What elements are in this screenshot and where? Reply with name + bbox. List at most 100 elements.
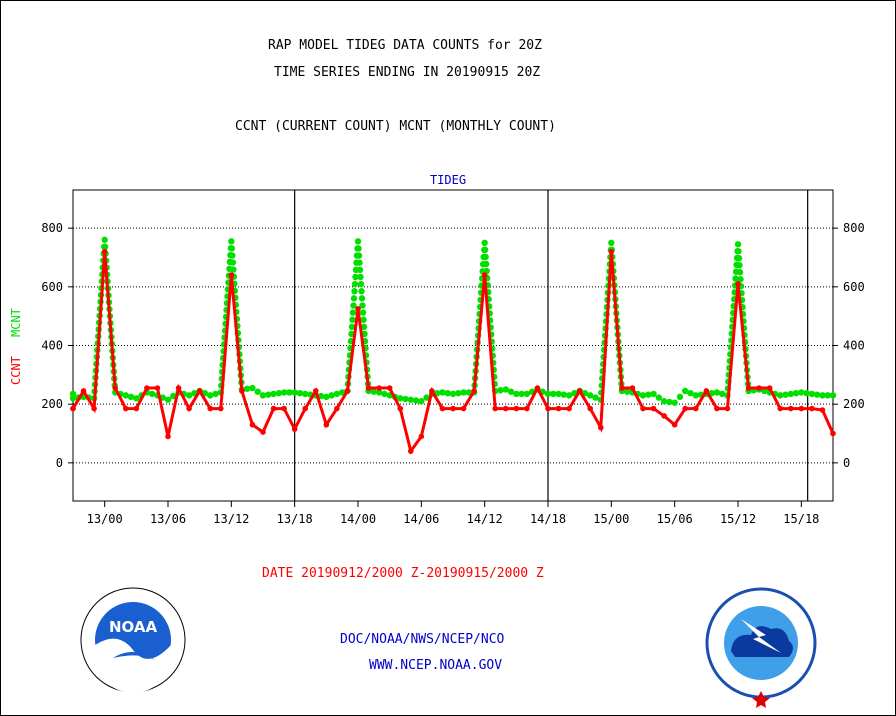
mcnt-dot-18-1 bbox=[254, 388, 261, 395]
x-tick-label-14/00: 14/00 bbox=[340, 512, 376, 526]
x-tick-label-15/12: 15/12 bbox=[720, 512, 756, 526]
mcnt-dot-4-0 bbox=[101, 236, 108, 244]
mcnt-dot-52-0 bbox=[608, 239, 615, 247]
chart-title-line1: RAP MODEL TIDEG DATA COUNTS for 20Z bbox=[268, 38, 542, 53]
ccnt-point-19 bbox=[260, 429, 266, 435]
series-ccnt bbox=[70, 248, 836, 455]
ccnt-point-44 bbox=[524, 405, 530, 412]
ccnt-point-39 bbox=[471, 388, 477, 394]
mcnt-dot-27-16 bbox=[352, 273, 359, 281]
ccnt-point-30 bbox=[376, 385, 382, 391]
ccnt-point-65 bbox=[745, 385, 752, 391]
mcnt-dot-28-2 bbox=[355, 252, 363, 259]
y-tick-label-left-0: 0 bbox=[56, 456, 63, 470]
ccnt-point-9 bbox=[154, 385, 161, 391]
mcnt-dot-40-3 bbox=[482, 260, 490, 268]
mcnt-dot-37-0 bbox=[449, 390, 457, 398]
mcnt-dot-42-1 bbox=[507, 388, 515, 395]
ccnt-point-33 bbox=[407, 448, 414, 454]
ccnt-point-46 bbox=[545, 405, 551, 412]
ccnt-point-64 bbox=[735, 281, 741, 287]
ccnt-point-23 bbox=[302, 405, 309, 412]
y-axis-left: 0 200 400 600 800 bbox=[41, 221, 73, 470]
mcnt-dot-72-0 bbox=[819, 392, 826, 399]
mcnt-dot-62-0 bbox=[713, 389, 721, 396]
mcnt-dot-4-1 bbox=[101, 243, 109, 251]
ccnt-point-54 bbox=[629, 385, 636, 391]
ccnt-point-59 bbox=[682, 405, 689, 412]
ccnt-point-56 bbox=[650, 405, 657, 412]
ccnt-point-27 bbox=[344, 388, 351, 394]
mcnt-dot-64-0 bbox=[734, 241, 742, 248]
mcnt-dot-14-0 bbox=[207, 392, 214, 399]
mcnt-dot-50-1 bbox=[592, 394, 599, 401]
ccnt-point-10 bbox=[165, 433, 171, 440]
mcnt-dot-22-0 bbox=[291, 389, 298, 396]
mcnt-dot-16-2 bbox=[229, 252, 236, 259]
mcnt-dot-43-0 bbox=[513, 390, 520, 398]
mcnt-dot-25-1 bbox=[328, 392, 335, 399]
mcnt-dot-18-0 bbox=[249, 384, 256, 392]
mcnt-dot-28-5 bbox=[357, 273, 364, 281]
mcnt-dot-57-1 bbox=[666, 398, 673, 406]
mcnt-dot-6-1 bbox=[127, 393, 135, 401]
ccnt-point-24 bbox=[312, 388, 319, 394]
mcnt-dot-14-1 bbox=[212, 390, 219, 398]
ccnt-point-20 bbox=[270, 405, 277, 412]
mcnt-dot-58-1 bbox=[676, 393, 684, 401]
mcnt-dot-72-1 bbox=[824, 392, 831, 399]
ccnt-point-66 bbox=[756, 385, 762, 391]
nws-logo bbox=[705, 587, 817, 708]
mcnt-dot-27-9 bbox=[348, 323, 356, 331]
noaa-logo: NOAA bbox=[80, 587, 186, 693]
footer-url: WWW.NCEP.NOAA.GOV bbox=[369, 658, 503, 673]
ccnt-point-4 bbox=[101, 248, 108, 255]
ccnt-point-51 bbox=[597, 424, 604, 431]
y-axis-label: CCNT MCNT bbox=[9, 308, 23, 385]
mcnt-dot-28-10 bbox=[359, 309, 367, 316]
mcnt-dot-44-0 bbox=[523, 390, 531, 398]
ccnt-point-63 bbox=[724, 405, 731, 412]
mcnt-dot-1-0 bbox=[69, 395, 77, 402]
ccnt-point-35 bbox=[429, 388, 435, 394]
mcnt-dot-71-0 bbox=[808, 390, 816, 398]
y-tick-label-right-0: 0 bbox=[843, 456, 850, 470]
ccnt-point-45 bbox=[534, 385, 541, 391]
mcnt-dot-17-1 bbox=[243, 385, 251, 392]
x-axis: 13/00 13/06 13/12 13/18 14/00 14/06 14/12 14/18… bbox=[87, 501, 819, 526]
mcnt-dot-68-0 bbox=[777, 392, 784, 399]
mcnt-dot-33-0 bbox=[407, 396, 414, 403]
mcnt-dot-27-13 bbox=[350, 295, 358, 302]
ccnt-point-73 bbox=[830, 430, 836, 437]
mcnt-dot-28-1 bbox=[355, 245, 362, 252]
mcnt-dot-70-1 bbox=[803, 389, 810, 397]
ccnt-point-1 bbox=[70, 405, 76, 412]
y-label-mcnt: MCNT bbox=[9, 308, 23, 337]
ccnt-point-11 bbox=[175, 385, 182, 391]
ccnt-point-18 bbox=[249, 421, 256, 428]
ccnt-point-7 bbox=[133, 405, 140, 412]
ccnt-point-34 bbox=[418, 433, 425, 440]
mcnt-dot-28-11 bbox=[360, 316, 367, 323]
panel-label: TIDEG bbox=[430, 173, 466, 187]
ccnt-point-36 bbox=[439, 405, 446, 412]
mcnt-dot-68-1 bbox=[782, 391, 789, 398]
mcnt-dot-16-4 bbox=[230, 266, 237, 273]
mcnt-dot-41-1 bbox=[497, 387, 504, 394]
ccnt-point-22 bbox=[291, 426, 298, 432]
mcnt-dot-46-0 bbox=[544, 390, 552, 398]
mcnt-dot-16-1 bbox=[228, 245, 236, 252]
ccnt-point-70 bbox=[798, 405, 805, 412]
mcnt-dot-30-0 bbox=[375, 389, 383, 396]
ccnt-point-17 bbox=[239, 388, 245, 394]
ccnt-point-67 bbox=[766, 385, 773, 391]
y-tick-label-right-400: 400 bbox=[843, 339, 865, 353]
mcnt-dot-last bbox=[829, 392, 837, 399]
mcnt-dot-26-1 bbox=[338, 389, 346, 396]
day-dividers bbox=[294, 190, 809, 501]
ccnt-point-68 bbox=[777, 405, 784, 412]
mcnt-dot-8-1 bbox=[148, 390, 156, 398]
ccnt-point-60 bbox=[692, 405, 699, 412]
mcnt-dot-27-14 bbox=[351, 288, 358, 295]
